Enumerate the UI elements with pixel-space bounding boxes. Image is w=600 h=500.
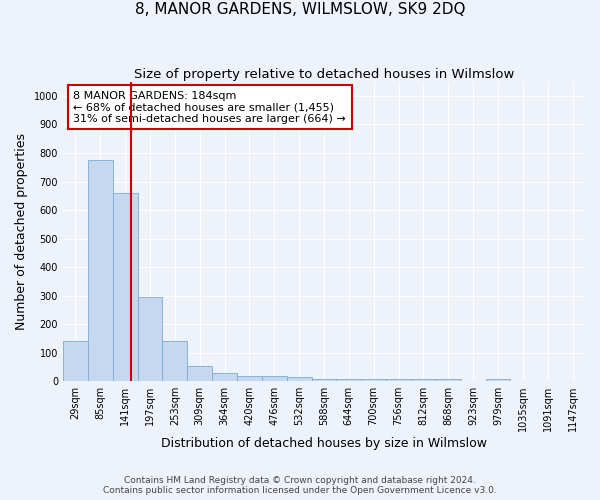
- Text: 8 MANOR GARDENS: 184sqm
← 68% of detached houses are smaller (1,455)
31% of semi: 8 MANOR GARDENS: 184sqm ← 68% of detache…: [73, 90, 346, 124]
- Bar: [237, 376, 262, 381]
- Bar: [187, 366, 212, 381]
- Bar: [163, 342, 187, 381]
- Title: Size of property relative to detached houses in Wilmslow: Size of property relative to detached ho…: [134, 68, 514, 80]
- X-axis label: Distribution of detached houses by size in Wilmslow: Distribution of detached houses by size …: [161, 437, 487, 450]
- Text: 8, MANOR GARDENS, WILMSLOW, SK9 2DQ: 8, MANOR GARDENS, WILMSLOW, SK9 2DQ: [135, 2, 465, 18]
- Text: Contains HM Land Registry data © Crown copyright and database right 2024.
Contai: Contains HM Land Registry data © Crown c…: [103, 476, 497, 495]
- Bar: [361, 379, 386, 381]
- Bar: [311, 379, 337, 381]
- Bar: [485, 379, 511, 381]
- Bar: [436, 379, 461, 381]
- Bar: [287, 377, 311, 381]
- Y-axis label: Number of detached properties: Number of detached properties: [15, 133, 28, 330]
- Bar: [137, 297, 163, 381]
- Bar: [337, 379, 361, 381]
- Bar: [262, 376, 287, 381]
- Bar: [63, 342, 88, 381]
- Bar: [212, 373, 237, 381]
- Bar: [88, 160, 113, 381]
- Bar: [113, 193, 137, 381]
- Bar: [411, 379, 436, 381]
- Bar: [386, 379, 411, 381]
